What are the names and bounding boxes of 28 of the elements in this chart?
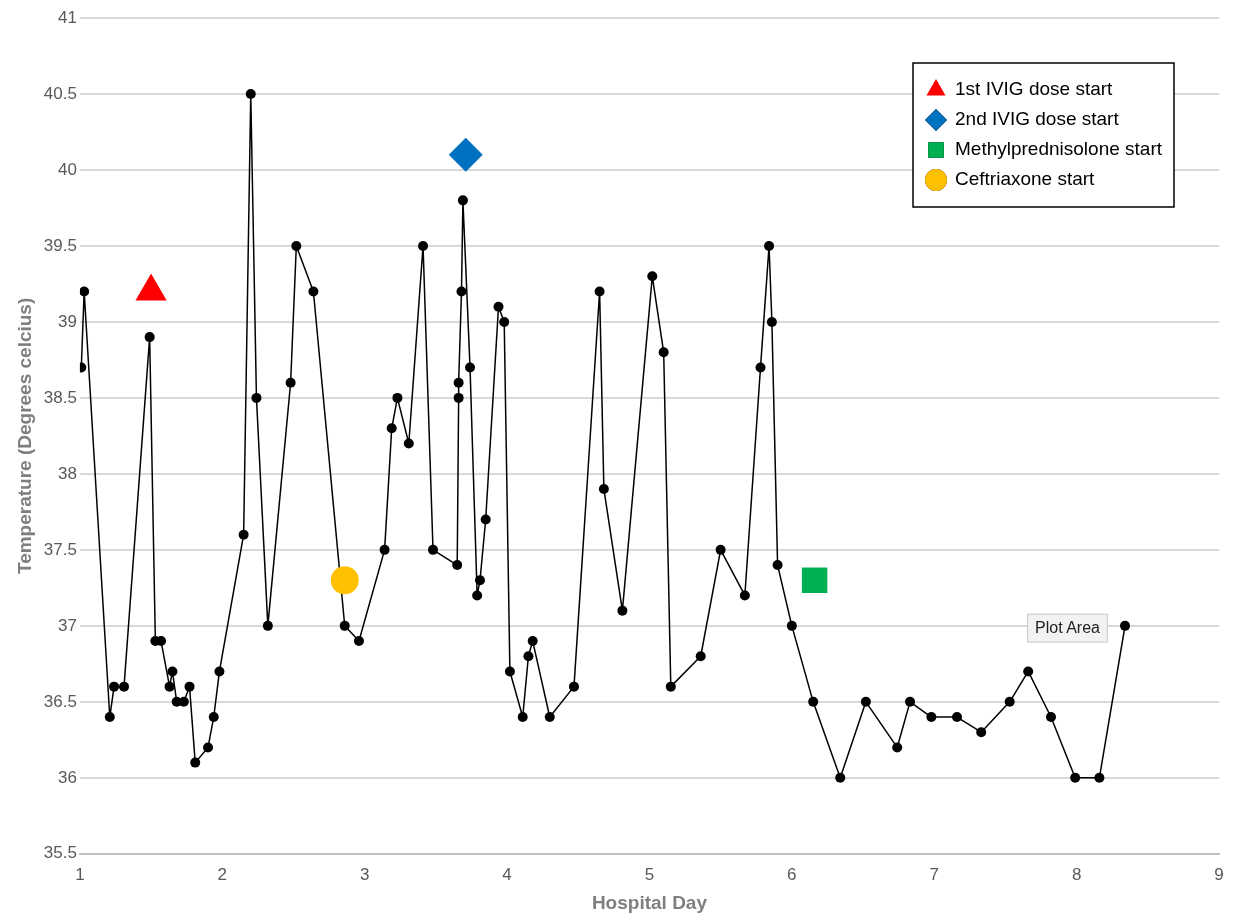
x-tick-label: 7 — [929, 864, 939, 884]
y-tick-label: 36 — [57, 767, 77, 787]
x-axis-title: Hospital Day — [591, 891, 708, 913]
y-axis-title: Temperature (Degrees celcius) — [13, 297, 35, 575]
y-tick-label: 36.5 — [43, 691, 77, 711]
y-tick-label: 37.5 — [43, 539, 77, 559]
y-tick-label: 39.5 — [43, 235, 77, 255]
x-tick-label: 2 — [217, 864, 228, 884]
y-tick-label: 38 — [57, 463, 77, 483]
annotation: Plot Area — [1035, 618, 1101, 636]
x-tick-label: 8 — [1071, 864, 1082, 884]
legend-label: 1st IVIG dose start — [955, 78, 1114, 100]
y-tick-label: 39 — [57, 311, 77, 331]
y-tick-label: 38.5 — [43, 387, 77, 407]
y-tick-label: 40.5 — [43, 83, 77, 103]
x-tick-label: 1 — [75, 864, 85, 884]
x-tick-label: 6 — [787, 864, 797, 884]
y-tick-label: 37 — [57, 615, 77, 635]
y-tick-label: 41 — [57, 7, 77, 27]
y-tick-label: 35.5 — [43, 843, 77, 863]
x-tick-label: 4 — [502, 864, 512, 884]
x-tick-label: 3 — [359, 864, 370, 884]
legend-label: Methylprednisolone start — [955, 138, 1163, 160]
y-tick-label: 40 — [57, 159, 77, 179]
x-tick-label: 9 — [1214, 864, 1224, 884]
x-tick-label: 5 — [644, 864, 655, 884]
legend-label: 2nd IVIG dose start — [955, 108, 1120, 130]
legend-label: Ceftriaxone start — [955, 168, 1096, 190]
